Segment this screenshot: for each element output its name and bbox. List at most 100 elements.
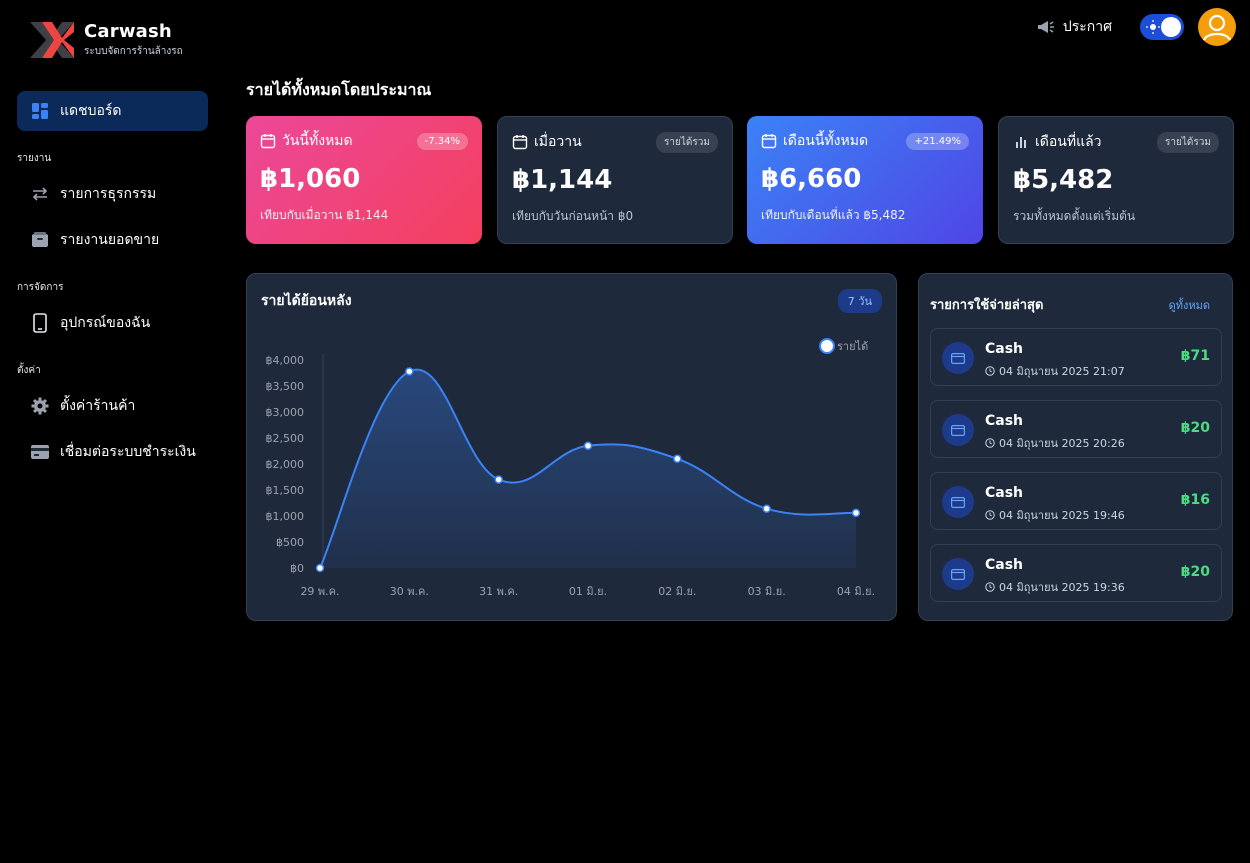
transaction-method: Cash bbox=[985, 341, 1024, 357]
wallet-icon bbox=[30, 230, 50, 250]
tablet-icon bbox=[30, 313, 50, 333]
revenue-chart: ฿0 ฿500 ฿1,000 ฿1,500 ฿2,000 ฿2,500 ฿3,000 ฿3,5… bbox=[266, 338, 875, 598]
data-point bbox=[673, 454, 682, 464]
stat-card-yesterday: เมื่อวาน รายได้รวม ฿1,144 เทียบกับวันก่อ… bbox=[497, 116, 733, 244]
card-value: ฿1,060 bbox=[260, 164, 361, 194]
bar-chart-icon bbox=[1016, 137, 1026, 148]
y-tick-label: ฿2,000 bbox=[266, 458, 305, 471]
y-tick-label: ฿500 bbox=[276, 536, 304, 549]
card-subtext: เทียบกับเมื่อวาน ฿1,144 bbox=[260, 208, 389, 222]
y-tick-label: ฿1,000 bbox=[266, 510, 305, 523]
sidebar-item-store-settings[interactable]: ตั้งค่าร้านค้า bbox=[17, 386, 208, 426]
megaphone-icon bbox=[1037, 21, 1054, 33]
payment-icon bbox=[942, 486, 974, 518]
clock-icon bbox=[985, 366, 995, 376]
y-tick-label: ฿3,000 bbox=[266, 406, 305, 419]
x-tick-label: 01 มิ.ย. bbox=[569, 585, 607, 598]
transaction-time: 04 มิถุนายน 2025 20:26 bbox=[999, 437, 1125, 450]
sidebar: แดชบอร์ด รายงาน รายการธุรกรรม รายงานยอดข… bbox=[17, 91, 208, 478]
sun-icon bbox=[1146, 20, 1160, 34]
sidebar-item-label: เชื่อมต่อระบบชำระเงิน bbox=[60, 444, 196, 460]
card-label: เดือนที่แล้ว bbox=[1035, 134, 1102, 150]
page-title: รายได้ทั้งหมดโดยประมาณ bbox=[246, 80, 432, 99]
clock-icon bbox=[985, 438, 995, 448]
calendar-icon bbox=[761, 134, 777, 149]
stat-card-today: วันนี้ทั้งหมด -7.34% ฿1,060 เทียบกับเมื่… bbox=[246, 116, 482, 244]
revenue-area bbox=[320, 369, 856, 568]
card-subtext: เทียบกับเดือนที่แล้ว ฿5,482 bbox=[761, 208, 906, 222]
data-point bbox=[315, 563, 325, 573]
calendar-icon bbox=[260, 134, 276, 149]
payment-icon bbox=[942, 414, 974, 446]
x-tick-label: 02 มิ.ย. bbox=[658, 585, 696, 598]
card-label: เมื่อวาน bbox=[534, 134, 582, 150]
transaction-method: Cash bbox=[985, 413, 1024, 429]
sidebar-item-devices[interactable]: อุปกรณ์ของฉัน bbox=[17, 303, 208, 343]
view-all-link[interactable]: ดูทั้งหมด bbox=[1168, 299, 1210, 312]
change-badge: -7.34% bbox=[416, 132, 468, 150]
card-value: ฿6,660 bbox=[761, 164, 862, 194]
total-badge: รายได้รวม bbox=[1157, 131, 1219, 153]
avatar[interactable] bbox=[1198, 8, 1236, 46]
x-tick-label: 04 มิ.ย. bbox=[837, 585, 875, 598]
brand-name: Carwash bbox=[84, 21, 172, 42]
x-tick-label: 31 พ.ค. bbox=[479, 585, 518, 598]
brand-logo[interactable]: Carwash ระบบจัดการร้านล้างรถ bbox=[28, 20, 183, 60]
brand-subtitle: ระบบจัดการร้านล้างรถ bbox=[84, 46, 183, 57]
x-tick-label: 03 มิ.ย. bbox=[748, 585, 786, 598]
y-tick-label: ฿4,000 bbox=[266, 354, 305, 367]
announce-label: ประกาศ bbox=[1062, 19, 1112, 35]
transaction-amount: ฿16 bbox=[1180, 492, 1210, 508]
sidebar-item-sales-report[interactable]: รายงานยอดขาย bbox=[17, 220, 208, 260]
transaction-amount: ฿71 bbox=[1180, 348, 1210, 364]
legend-label: รายได้ bbox=[837, 340, 868, 353]
revenue-line bbox=[319, 368, 857, 569]
transaction-amount: ฿20 bbox=[1180, 420, 1210, 436]
y-tick-label: ฿1,500 bbox=[266, 484, 305, 497]
card-subtext: รวมทั้งหมดตั้งแต่เริ่มต้น bbox=[1013, 209, 1136, 223]
calendar-icon bbox=[512, 135, 528, 150]
transaction-time: 04 มิถุนายน 2025 19:36 bbox=[999, 581, 1125, 594]
sidebar-section-settings: ตั้งค่า bbox=[17, 365, 41, 376]
change-badge: +21.49% bbox=[906, 132, 969, 150]
revenue-chart-panel: รายได้ย้อนหลัง 7 วัน ฿0 ฿500 ฿1,000 ฿1,500 ฿… bbox=[246, 273, 897, 621]
transaction-item[interactable]: Cash 04 มิถุนายน 2025 19:36 ฿20 bbox=[930, 544, 1222, 602]
sidebar-item-payment-connect[interactable]: เชื่อมต่อระบบชำระเงิน bbox=[17, 432, 208, 472]
transaction-time: 04 มิถุนายน 2025 21:07 bbox=[999, 365, 1125, 378]
theme-toggle[interactable] bbox=[1140, 14, 1184, 40]
user-icon bbox=[1202, 14, 1232, 41]
transaction-item[interactable]: Cash 04 มิถุนายน 2025 19:46 ฿16 bbox=[930, 472, 1222, 530]
recent-transactions-panel: รายการใช้จ่ายล่าสุด ดูทั้งหมด Cash 04 มิ… bbox=[918, 273, 1233, 621]
sidebar-item-label: รายการธุรกรรม bbox=[60, 186, 157, 202]
announce-button[interactable]: ประกาศ bbox=[1037, 16, 1112, 38]
transaction-item[interactable]: Cash 04 มิถุนายน 2025 21:07 ฿71 bbox=[930, 328, 1222, 386]
transaction-time: 04 มิถุนายน 2025 19:46 bbox=[999, 509, 1125, 522]
sidebar-item-label: ตั้งค่าร้านค้า bbox=[60, 398, 136, 414]
clock-icon bbox=[985, 510, 995, 520]
sidebar-item-label: อุปกรณ์ของฉัน bbox=[60, 315, 151, 331]
range-selector[interactable]: 7 วัน bbox=[837, 289, 882, 313]
clock-icon bbox=[985, 582, 995, 592]
gear-icon bbox=[30, 396, 50, 416]
transaction-method: Cash bbox=[985, 557, 1024, 573]
y-tick-label: ฿0 bbox=[290, 562, 304, 575]
data-point bbox=[494, 475, 503, 484]
y-tick-label: ฿3,500 bbox=[266, 380, 305, 393]
sidebar-section-management: การจัดการ bbox=[17, 282, 64, 293]
legend-marker bbox=[819, 338, 835, 354]
stat-card-this-month: เดือนนี้ทั้งหมด +21.49% ฿6,660 เทียบกับเ… bbox=[747, 116, 983, 244]
sidebar-item-transactions[interactable]: รายการธุรกรรม bbox=[17, 174, 208, 214]
x-tick-label: 29 พ.ค. bbox=[300, 585, 339, 598]
transfer-icon bbox=[30, 184, 50, 204]
total-badge: รายได้รวม bbox=[656, 131, 718, 153]
transaction-item[interactable]: Cash 04 มิถุนายน 2025 20:26 ฿20 bbox=[930, 400, 1222, 458]
carwash-logo-icon bbox=[30, 22, 74, 58]
transaction-amount: ฿20 bbox=[1180, 564, 1210, 580]
sidebar-item-dashboard[interactable]: แดชบอร์ด bbox=[17, 91, 208, 131]
toggle-knob bbox=[1161, 17, 1181, 37]
dashboard-icon bbox=[30, 101, 50, 121]
data-point bbox=[583, 441, 593, 451]
data-point bbox=[851, 508, 861, 518]
y-tick-label: ฿2,500 bbox=[266, 432, 305, 445]
data-point bbox=[405, 367, 414, 376]
